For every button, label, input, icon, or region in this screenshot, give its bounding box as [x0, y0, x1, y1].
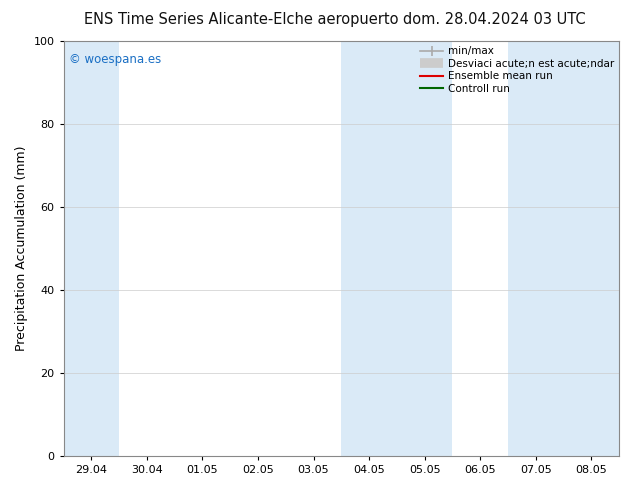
- Bar: [508, 41, 619, 456]
- Text: © woespana.es: © woespana.es: [69, 53, 162, 67]
- Bar: [341, 41, 453, 456]
- Text: ENS Time Series Alicante-Elche aeropuerto: ENS Time Series Alicante-Elche aeropuert…: [84, 12, 398, 27]
- Text: dom. 28.04.2024 03 UTC: dom. 28.04.2024 03 UTC: [403, 12, 586, 27]
- Legend: min/max, Desviaci acute;n est acute;ndar, Ensemble mean run, Controll run: min/max, Desviaci acute;n est acute;ndar…: [418, 44, 616, 96]
- Bar: [63, 41, 119, 456]
- Y-axis label: Precipitation Accumulation (mm): Precipitation Accumulation (mm): [15, 146, 28, 351]
